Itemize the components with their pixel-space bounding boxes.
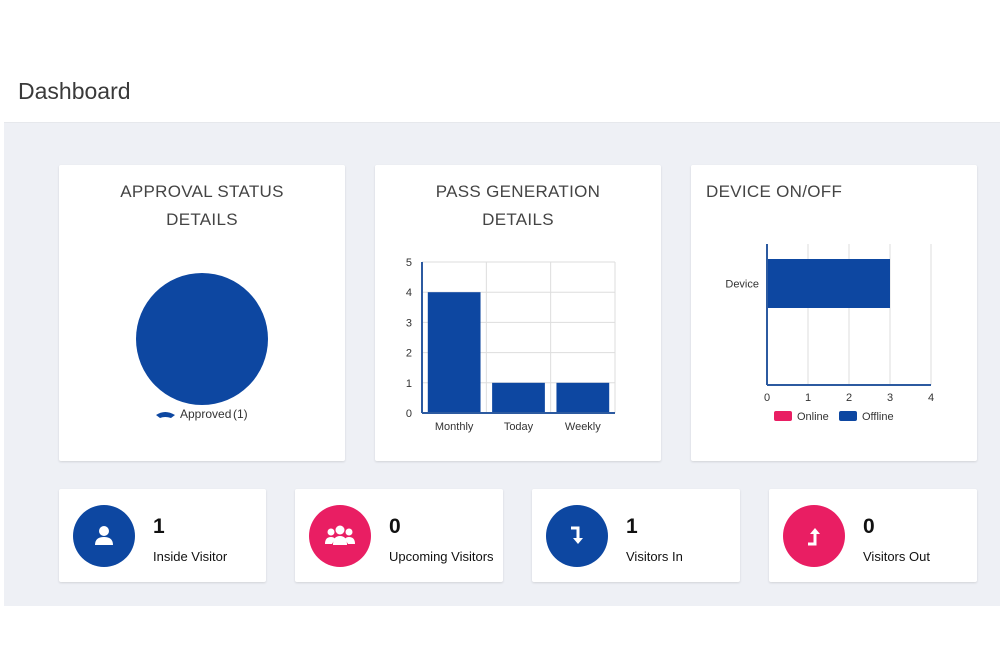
dashboard-content: APPROVAL STATUS DETAILS Approved (1) PAS… <box>4 123 1000 606</box>
user-icon <box>73 505 135 567</box>
page-header: Dashboard <box>4 66 1000 123</box>
x-tick-label: Today <box>504 421 534 433</box>
x-tick-label: 4 <box>928 392 934 404</box>
y-tick-label: 0 <box>406 408 412 420</box>
bar-today[interactable] <box>492 382 545 413</box>
pass-generation-card: PASS GENERATION DETAILS 0 1 2 3 4 5 Monthly Tod… <box>375 165 661 461</box>
group-icon <box>309 505 371 567</box>
x-tick-label: Weekly <box>565 421 601 433</box>
arrow-out-icon <box>783 505 845 567</box>
legend-swatch-online <box>774 411 792 421</box>
page-title: Dashboard <box>18 78 131 104</box>
arrow-in-icon <box>546 505 608 567</box>
stat-count: 1 <box>626 515 638 538</box>
legend-swatch-approved <box>156 412 175 418</box>
device-onoff-card: DEVICE ON/OFF 0 1 2 3 4 Device Online Offline <box>691 165 977 461</box>
y-tick-label: 4 <box>406 287 412 299</box>
stat-card-inside-visitor[interactable]: 1 Inside Visitor <box>59 489 266 582</box>
legend-label-online[interactable]: Online <box>797 411 829 423</box>
stat-card-visitors-in[interactable]: 1 Visitors In <box>532 489 740 582</box>
legend-label-offline[interactable]: Offline <box>862 411 894 423</box>
approval-status-card: APPROVAL STATUS DETAILS Approved (1) <box>59 165 345 461</box>
pie-legend[interactable]: Approved (1) <box>156 407 248 421</box>
x-tick-label: 1 <box>805 392 811 404</box>
approval-status-title-line1: APPROVAL STATUS <box>120 182 284 201</box>
stat-card-visitors-out[interactable]: 0 Visitors Out <box>769 489 977 582</box>
stat-label: Visitors In <box>626 549 683 564</box>
bar-weekly[interactable] <box>556 382 610 413</box>
y-tick-label: 5 <box>406 257 412 269</box>
stat-label: Inside Visitor <box>153 549 228 564</box>
stat-label: Upcoming Visitors <box>389 549 494 564</box>
pass-generation-title-line2: DETAILS <box>482 210 554 229</box>
y-tick-label: 3 <box>406 317 412 329</box>
legend-label-approved: Approved <box>180 407 231 421</box>
legend-swatch-offline <box>839 411 857 421</box>
stat-card-upcoming-visitors[interactable]: 0 Upcoming Visitors <box>295 489 503 582</box>
y-tick-label: 1 <box>406 378 412 390</box>
bar-monthly[interactable] <box>427 292 481 413</box>
device-onoff-chart: 0 1 2 3 4 Device Online Offline <box>725 244 934 423</box>
device-onoff-title: DEVICE ON/OFF <box>706 182 843 201</box>
stat-count: 1 <box>153 515 165 538</box>
approval-status-chart: Approved (1) <box>136 273 268 421</box>
bar-device-offline[interactable] <box>767 259 890 308</box>
x-tick-label: Monthly <box>435 421 474 433</box>
legend-count-approved: (1) <box>233 407 248 421</box>
stat-count: 0 <box>863 515 875 538</box>
approval-status-title-line2: DETAILS <box>166 210 238 229</box>
pass-generation-chart: 0 1 2 3 4 5 Monthly Today Weekly <box>406 257 616 433</box>
x-tick-label: 3 <box>887 392 893 404</box>
pass-generation-title-line1: PASS GENERATION <box>435 182 601 201</box>
stat-label: Visitors Out <box>863 549 930 564</box>
pie-slice-approved[interactable] <box>136 273 268 405</box>
stat-count: 0 <box>389 515 401 538</box>
x-tick-label: 0 <box>764 392 770 404</box>
y-tick-label: 2 <box>406 348 412 360</box>
y-tick-label: Device <box>725 279 759 291</box>
x-tick-label: 2 <box>846 392 852 404</box>
